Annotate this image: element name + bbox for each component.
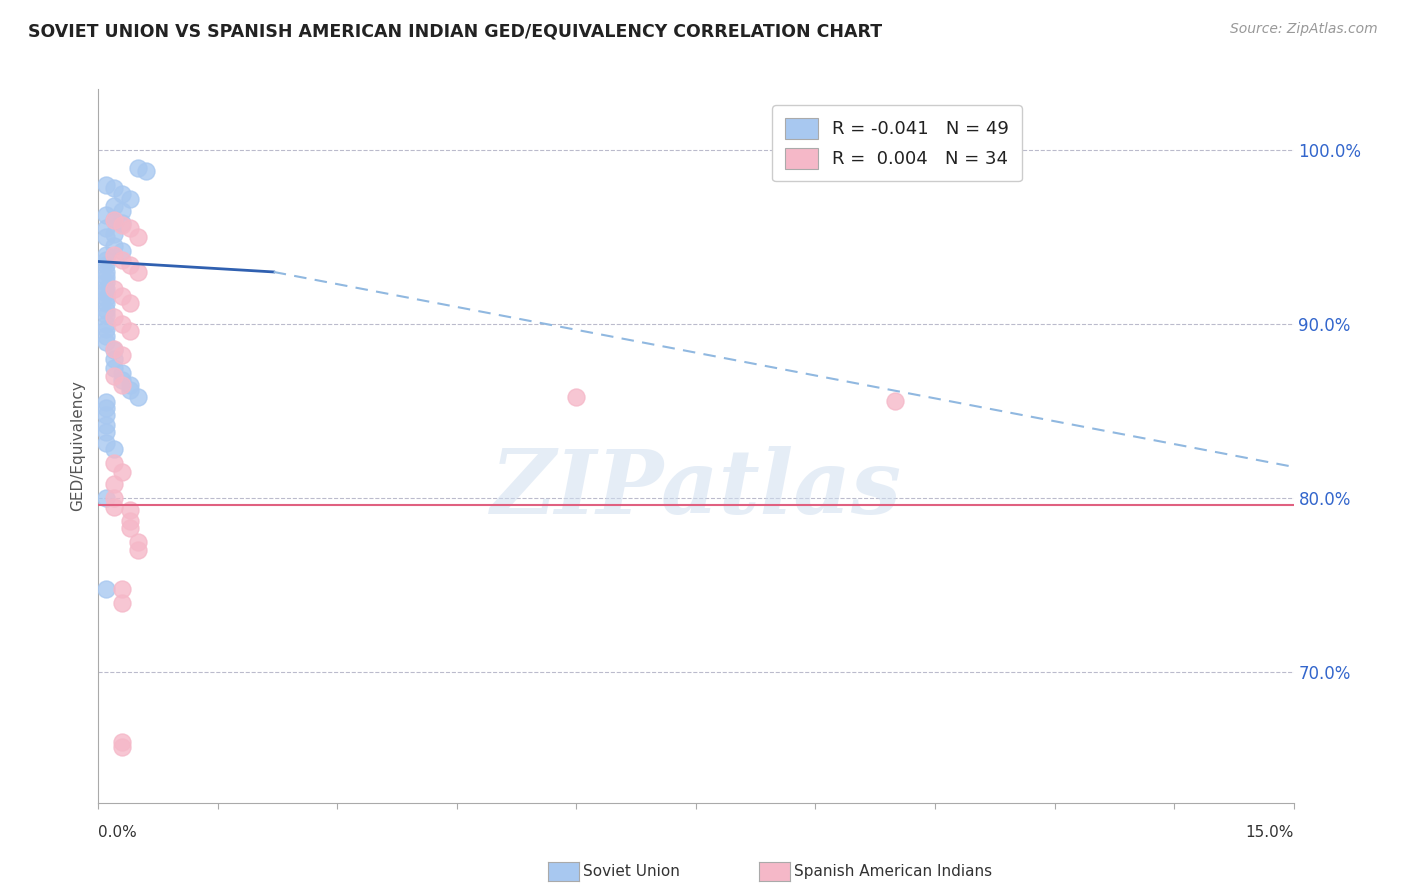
Point <box>103 457 125 471</box>
Point <box>111 596 134 610</box>
Point <box>96 276 118 290</box>
Point <box>103 342 125 356</box>
Point <box>111 349 134 363</box>
Point <box>96 303 118 318</box>
Point <box>96 265 118 279</box>
Point <box>103 247 125 261</box>
Point <box>96 317 118 331</box>
Point <box>96 296 118 310</box>
Point <box>96 291 118 305</box>
Point <box>111 186 134 201</box>
Point <box>96 247 118 261</box>
Text: Soviet Union: Soviet Union <box>583 864 681 879</box>
Point <box>96 582 118 596</box>
Point <box>103 282 125 296</box>
Point <box>120 258 142 272</box>
Point <box>120 378 142 392</box>
Text: Source: ZipAtlas.com: Source: ZipAtlas.com <box>1230 22 1378 37</box>
Point <box>103 442 125 457</box>
Point <box>111 289 134 303</box>
Point <box>111 373 134 387</box>
Point <box>135 164 157 178</box>
Legend: R = -0.041   N = 49, R =  0.004   N = 34: R = -0.041 N = 49, R = 0.004 N = 34 <box>772 105 1022 181</box>
Point <box>565 390 588 404</box>
Point <box>111 216 134 230</box>
Point <box>96 285 118 300</box>
Text: Spanish American Indians: Spanish American Indians <box>794 864 993 879</box>
Point <box>96 221 118 235</box>
Point <box>103 181 125 195</box>
Text: 15.0%: 15.0% <box>1246 825 1294 840</box>
Point <box>103 351 125 366</box>
Point <box>120 384 142 398</box>
Point <box>127 390 149 404</box>
Point <box>103 369 125 384</box>
Point <box>120 324 142 338</box>
Point <box>96 207 118 221</box>
Point <box>96 395 118 409</box>
Point <box>127 230 149 244</box>
Point <box>884 393 907 408</box>
Point <box>96 282 118 296</box>
Point <box>111 378 134 392</box>
Point <box>96 322 118 336</box>
Point <box>96 401 118 415</box>
Point <box>96 329 118 343</box>
Point <box>103 491 125 506</box>
Point <box>103 212 125 227</box>
Point <box>103 239 125 253</box>
Point <box>127 543 149 558</box>
Point <box>103 212 125 227</box>
Point <box>103 360 125 375</box>
Point <box>111 366 134 380</box>
Point <box>103 477 125 491</box>
Point <box>96 334 118 349</box>
Point <box>96 408 118 422</box>
Point <box>127 534 149 549</box>
Point <box>120 521 142 535</box>
Point <box>96 491 118 506</box>
Point <box>120 503 142 517</box>
Point <box>96 252 118 267</box>
Text: ZIPatlas: ZIPatlas <box>491 446 901 532</box>
Point <box>111 740 134 755</box>
Point <box>96 418 118 433</box>
Point <box>111 204 134 219</box>
Text: 0.0%: 0.0% <box>98 825 138 840</box>
Point <box>111 218 134 232</box>
Point <box>111 582 134 596</box>
Point <box>127 161 149 175</box>
Point <box>103 500 125 514</box>
Point <box>120 192 142 206</box>
Point <box>96 178 118 192</box>
Point <box>120 296 142 310</box>
Point <box>111 252 134 267</box>
Point <box>96 425 118 439</box>
Point <box>96 258 118 272</box>
Point <box>103 310 125 325</box>
Point <box>103 227 125 241</box>
Point <box>111 465 134 479</box>
Point <box>103 343 125 358</box>
Point <box>96 230 118 244</box>
Point <box>111 735 134 749</box>
Point <box>111 244 134 258</box>
Point <box>120 221 142 235</box>
Y-axis label: GED/Equivalency: GED/Equivalency <box>70 381 86 511</box>
Point <box>103 199 125 213</box>
Point <box>127 265 149 279</box>
Point <box>111 317 134 331</box>
Point <box>96 435 118 450</box>
Text: SOVIET UNION VS SPANISH AMERICAN INDIAN GED/EQUIVALENCY CORRELATION CHART: SOVIET UNION VS SPANISH AMERICAN INDIAN … <box>28 22 882 40</box>
Point <box>96 309 118 323</box>
Point <box>96 270 118 285</box>
Point <box>120 514 142 528</box>
